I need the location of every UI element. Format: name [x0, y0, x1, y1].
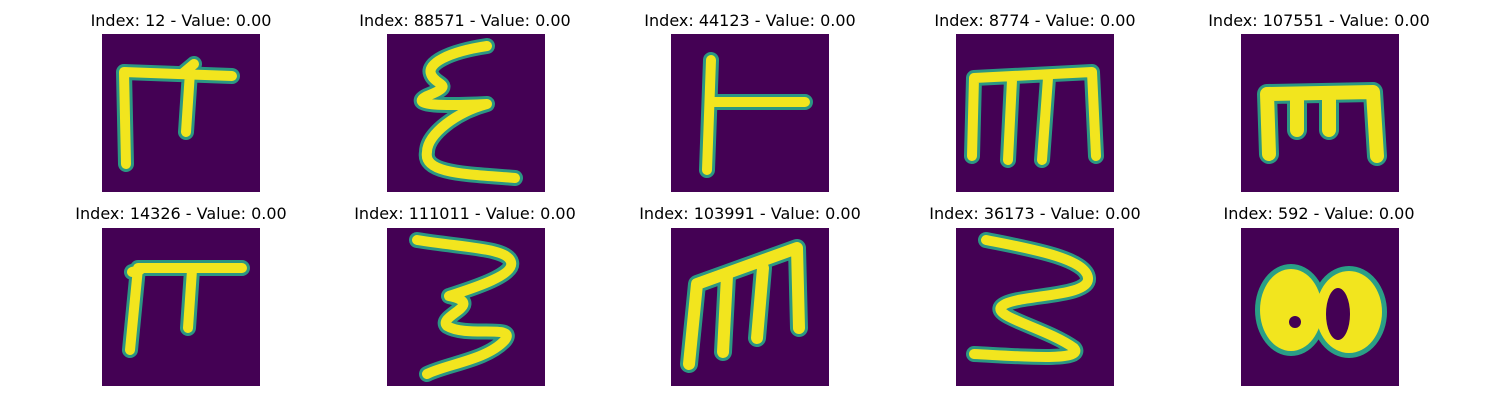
glyph-image [956, 34, 1114, 192]
glyph-image [102, 34, 260, 192]
glyph-image [671, 34, 829, 192]
glyph-image-canvas [1241, 228, 1399, 386]
glyph-image [387, 34, 545, 192]
glyph-image [1241, 228, 1399, 386]
glyph-image-canvas [1241, 34, 1399, 192]
panel-title: Index: 36173 - Value: 0.00 [929, 204, 1141, 223]
panel-title: Index: 14326 - Value: 0.00 [75, 204, 287, 223]
glyph-image-canvas [956, 228, 1114, 386]
glyph-image-canvas [387, 228, 545, 386]
glyph-image-canvas [102, 228, 260, 386]
panel-title: Index: 88571 - Value: 0.00 [359, 11, 571, 30]
panel-title: Index: 107551 - Value: 0.00 [1208, 11, 1430, 30]
glyph-image [387, 228, 545, 386]
panel-title: Index: 592 - Value: 0.00 [1223, 204, 1415, 223]
glyph-image [671, 228, 829, 386]
glyph-image-canvas [956, 34, 1114, 192]
glyph-image-canvas [671, 228, 829, 386]
panel-title: Index: 8774 - Value: 0.00 [934, 11, 1136, 30]
glyph-image [956, 228, 1114, 386]
glyph-image [102, 228, 260, 386]
glyph-image-canvas [387, 34, 545, 192]
panel-title: Index: 111011 - Value: 0.00 [354, 204, 576, 223]
panel-title: Index: 12 - Value: 0.00 [90, 11, 272, 30]
panel-title: Index: 103991 - Value: 0.00 [639, 204, 861, 223]
glyph-image-canvas [102, 34, 260, 192]
glyph-image-canvas [671, 34, 829, 192]
panel-title: Index: 44123 - Value: 0.00 [644, 11, 856, 30]
glyph-image [1241, 34, 1399, 192]
